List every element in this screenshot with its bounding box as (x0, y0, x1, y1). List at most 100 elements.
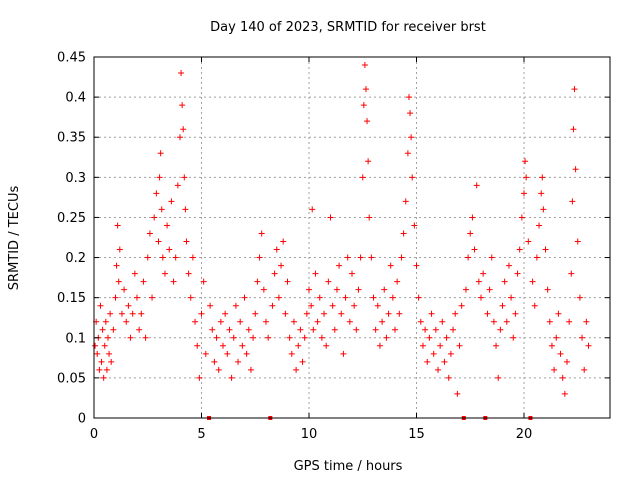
data-point (153, 190, 160, 197)
y-tick-label: 0.2 (65, 251, 86, 266)
data-point (182, 206, 189, 213)
data-point (192, 318, 199, 325)
data-point (100, 374, 107, 381)
data-point (574, 238, 581, 245)
data-point (331, 326, 338, 333)
data-point (581, 366, 588, 373)
data-point (372, 326, 379, 333)
data-point (121, 286, 128, 293)
data-point (355, 286, 362, 293)
data-point (258, 230, 265, 237)
data-point (480, 270, 487, 277)
data-point (97, 302, 104, 309)
data-point (265, 334, 272, 341)
data-point (360, 102, 367, 109)
data-point (564, 358, 570, 365)
data-point (422, 326, 429, 333)
y-axis-label: SRMTID / TECUs (7, 186, 22, 291)
data-point (172, 254, 179, 261)
data-point (486, 286, 493, 293)
data-point (510, 334, 517, 341)
data-point (138, 310, 145, 317)
data-point (538, 190, 545, 197)
data-point (484, 310, 491, 317)
data-point (136, 326, 143, 333)
data-point (237, 318, 244, 325)
data-point (441, 358, 448, 365)
data-point (501, 278, 508, 285)
data-point (488, 254, 495, 261)
y-tick-label: 0.4 (65, 91, 86, 106)
data-point (295, 342, 302, 349)
data-point (230, 334, 237, 341)
data-point (159, 254, 166, 261)
data-point (177, 134, 183, 141)
data-point (426, 334, 433, 341)
data-point (127, 334, 134, 341)
data-point (92, 342, 99, 349)
data-point (437, 342, 444, 349)
data-point (364, 118, 371, 125)
data-point (288, 350, 295, 357)
data-point (131, 270, 138, 277)
data-point (359, 174, 366, 181)
data-point (170, 278, 177, 285)
data-point (202, 350, 209, 357)
data-point (546, 318, 553, 325)
data-point (344, 254, 351, 261)
data-point (286, 334, 293, 341)
data-point (106, 350, 113, 357)
data-point (179, 102, 186, 109)
data-point (224, 350, 231, 357)
data-point (273, 246, 280, 253)
data-point (353, 326, 360, 333)
data-point (125, 302, 132, 309)
data-point (505, 262, 512, 269)
data-point (181, 174, 188, 181)
y-tick-label: 0.15 (57, 291, 86, 306)
data-point (96, 366, 103, 373)
data-point (417, 318, 424, 325)
data-point (284, 278, 291, 285)
data-point (383, 334, 390, 341)
data-point (497, 326, 504, 333)
data-point (211, 358, 218, 365)
data-point (561, 390, 568, 397)
data-point (555, 310, 562, 317)
data-point (469, 214, 476, 221)
data-point (107, 310, 114, 317)
data-point (407, 110, 414, 117)
data-point (385, 310, 392, 317)
data-point (419, 342, 426, 349)
data-point (134, 294, 140, 301)
data-point (228, 374, 235, 381)
data-point (569, 198, 576, 205)
data-point (123, 318, 130, 325)
data-point (189, 254, 196, 261)
data-point (252, 310, 259, 317)
data-point (309, 206, 316, 213)
data-point (579, 334, 586, 341)
data-point (158, 206, 165, 213)
data-point (174, 182, 181, 189)
data-point (226, 326, 233, 333)
data-point (178, 70, 185, 77)
data-points-layer (92, 62, 592, 397)
data-point (129, 310, 136, 317)
data-point (495, 374, 502, 381)
x-tick-label: 10 (301, 427, 318, 442)
data-point (198, 310, 205, 317)
data-point (256, 254, 263, 261)
data-point (583, 318, 590, 325)
data-point (243, 350, 250, 357)
data-point (338, 310, 345, 317)
data-point (146, 230, 153, 237)
data-point (157, 150, 164, 157)
data-point (293, 366, 300, 373)
data-point (452, 310, 459, 317)
y-tick-label: 0.05 (57, 371, 86, 386)
data-point (280, 238, 287, 245)
data-point (392, 326, 398, 333)
data-point (110, 326, 117, 333)
